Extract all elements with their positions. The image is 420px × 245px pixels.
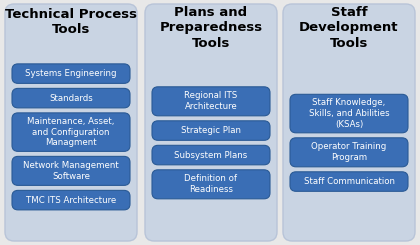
FancyBboxPatch shape xyxy=(152,170,270,199)
Text: Operator Training
Program: Operator Training Program xyxy=(311,142,387,162)
Text: Standards: Standards xyxy=(49,94,93,103)
FancyBboxPatch shape xyxy=(152,121,270,140)
FancyBboxPatch shape xyxy=(290,138,408,167)
Text: Maintenance, Asset,
and Configuration
Managment: Maintenance, Asset, and Configuration Ma… xyxy=(27,117,115,147)
Text: TMC ITS Architecture: TMC ITS Architecture xyxy=(26,196,116,205)
Text: Strategic Plan: Strategic Plan xyxy=(181,126,241,135)
FancyBboxPatch shape xyxy=(12,113,130,151)
FancyBboxPatch shape xyxy=(145,4,277,241)
FancyBboxPatch shape xyxy=(12,156,130,185)
FancyBboxPatch shape xyxy=(5,4,137,241)
FancyBboxPatch shape xyxy=(12,88,130,108)
FancyBboxPatch shape xyxy=(283,4,415,241)
FancyBboxPatch shape xyxy=(152,145,270,165)
Text: Definition of
Readiness: Definition of Readiness xyxy=(184,174,237,194)
Text: Network Management
Software: Network Management Software xyxy=(23,161,119,181)
FancyBboxPatch shape xyxy=(12,190,130,210)
Text: Staff Communication: Staff Communication xyxy=(304,177,394,186)
FancyBboxPatch shape xyxy=(12,64,130,83)
Text: Staff Knowledge,
Skills, and Abilities
(KSAs): Staff Knowledge, Skills, and Abilities (… xyxy=(309,98,389,129)
Text: Regional ITS
Architecture: Regional ITS Architecture xyxy=(184,91,238,111)
Text: Technical Process
Tools: Technical Process Tools xyxy=(5,8,137,36)
Text: Plans and
Preparedness
Tools: Plans and Preparedness Tools xyxy=(160,6,262,50)
Text: Systems Engineering: Systems Engineering xyxy=(25,69,117,78)
FancyBboxPatch shape xyxy=(152,87,270,116)
Text: Subsystem Plans: Subsystem Plans xyxy=(174,151,248,159)
FancyBboxPatch shape xyxy=(290,172,408,191)
Text: Staff
Development
Tools: Staff Development Tools xyxy=(299,6,399,50)
FancyBboxPatch shape xyxy=(290,94,408,133)
